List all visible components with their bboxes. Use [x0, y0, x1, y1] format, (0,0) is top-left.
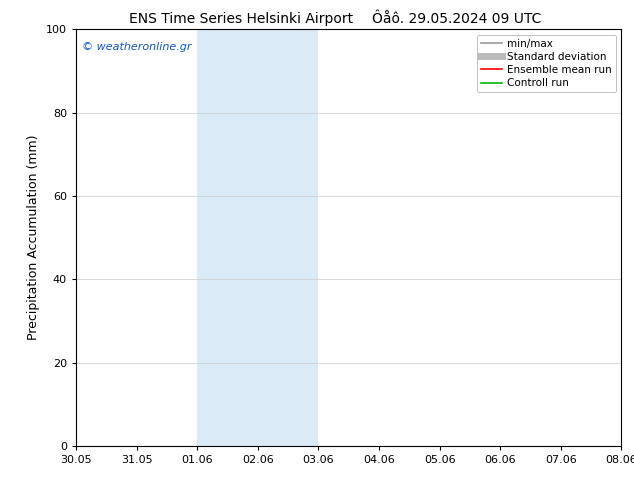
Bar — [621, 29, 634, 446]
Text: © weatheronline.gr: © weatheronline.gr — [82, 42, 191, 52]
Text: Ôåô. 29.05.2024 09 UTC: Ôåô. 29.05.2024 09 UTC — [372, 12, 541, 26]
Bar — [197, 29, 318, 446]
Y-axis label: Precipitation Accumulation (mm): Precipitation Accumulation (mm) — [27, 135, 41, 341]
Legend: min/max, Standard deviation, Ensemble mean run, Controll run: min/max, Standard deviation, Ensemble me… — [477, 35, 616, 92]
Text: ENS Time Series Helsinki Airport: ENS Time Series Helsinki Airport — [129, 12, 353, 26]
